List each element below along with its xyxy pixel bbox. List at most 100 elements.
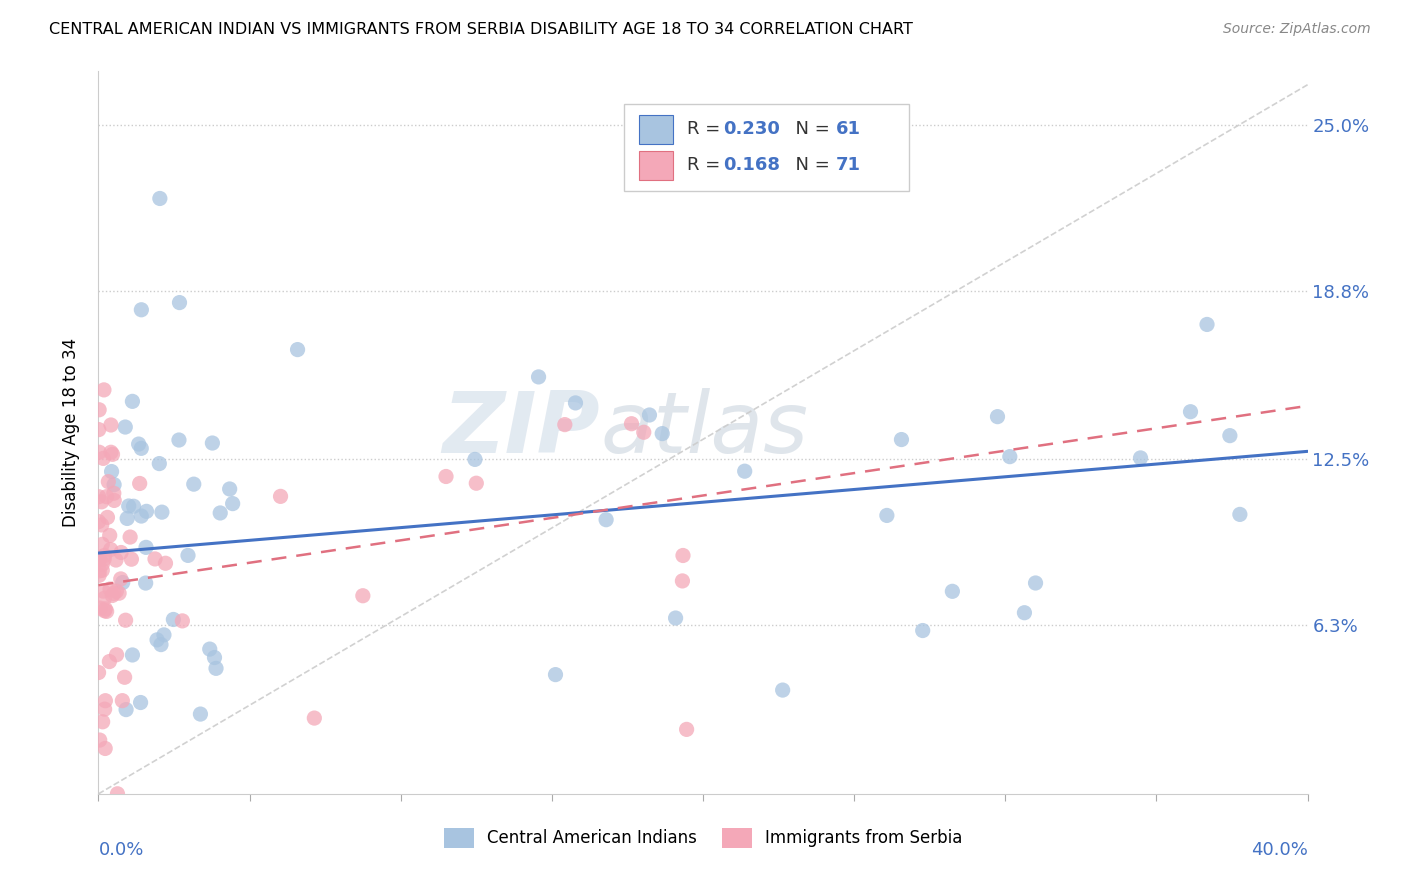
Point: [100, 465, 122, 479]
Point: [201, 436, 224, 450]
Point: [1195, 318, 1218, 332]
Point: [135, 576, 157, 591]
Point: [94, 602, 117, 616]
Text: 0.0%: 0.0%: [98, 841, 143, 859]
Point: [135, 541, 157, 555]
Point: [122, 500, 145, 514]
Point: [89, 551, 111, 566]
Point: [121, 394, 143, 409]
Point: [103, 477, 125, 491]
Point: [89, 402, 111, 417]
Point: [183, 477, 205, 491]
Point: [672, 549, 695, 563]
Point: [890, 433, 912, 447]
Point: [651, 426, 673, 441]
Point: [172, 614, 194, 628]
Point: [91, 557, 114, 571]
Point: [115, 511, 138, 525]
Point: [143, 552, 166, 566]
Point: [120, 552, 142, 566]
Text: 61: 61: [837, 120, 860, 138]
Point: [87, 515, 110, 529]
Point: [96, 510, 118, 524]
Text: 71: 71: [837, 156, 860, 174]
Point: [91, 537, 114, 551]
Point: [114, 613, 136, 627]
Text: N =: N =: [785, 156, 835, 174]
Point: [96, 490, 118, 504]
Point: [675, 723, 697, 737]
Point: [110, 572, 132, 586]
Point: [105, 584, 128, 599]
Point: [1180, 405, 1202, 419]
Point: [1219, 428, 1241, 442]
Point: [177, 549, 200, 563]
Text: R =: R =: [688, 120, 727, 138]
Text: N =: N =: [785, 120, 835, 138]
Point: [89, 445, 111, 459]
Point: [94, 694, 117, 708]
Bar: [624, 103, 908, 191]
Point: [434, 469, 457, 483]
Point: [620, 417, 643, 431]
Point: [101, 447, 124, 461]
Text: atlas: atlas: [600, 387, 808, 470]
Bar: [638, 115, 673, 144]
Text: 0.230: 0.230: [724, 120, 780, 138]
Text: CENTRAL AMERICAN INDIAN VS IMMIGRANTS FROM SERBIA DISABILITY AGE 18 TO 34 CORREL: CENTRAL AMERICAN INDIAN VS IMMIGRANTS FR…: [49, 22, 912, 37]
Point: [98, 528, 121, 542]
Text: 0.168: 0.168: [724, 156, 780, 174]
Point: [554, 417, 576, 432]
Point: [87, 665, 110, 680]
Point: [352, 589, 374, 603]
Point: [111, 693, 134, 707]
Point: [221, 497, 243, 511]
Point: [104, 553, 127, 567]
Point: [146, 632, 169, 647]
Point: [115, 703, 138, 717]
Point: [93, 702, 115, 716]
Point: [96, 604, 118, 618]
Point: [169, 295, 191, 310]
Point: [89, 601, 111, 615]
Point: [665, 611, 688, 625]
Point: [107, 787, 129, 801]
Point: [90, 495, 112, 509]
Point: [100, 417, 122, 432]
Point: [595, 513, 617, 527]
Legend: Central American Indians, Immigrants from Serbia: Central American Indians, Immigrants fro…: [437, 822, 969, 855]
Point: [153, 628, 176, 642]
Point: [638, 408, 661, 422]
Point: [190, 707, 212, 722]
Point: [204, 650, 226, 665]
Point: [103, 493, 125, 508]
Point: [120, 530, 142, 544]
Point: [150, 505, 173, 519]
Point: [114, 420, 136, 434]
Bar: [638, 151, 673, 180]
Point: [287, 343, 309, 357]
Point: [98, 582, 121, 596]
Point: [100, 542, 122, 557]
Text: Source: ZipAtlas.com: Source: ZipAtlas.com: [1223, 22, 1371, 37]
Point: [128, 476, 150, 491]
Point: [97, 475, 120, 489]
Point: [103, 486, 125, 500]
Point: [87, 423, 110, 437]
Point: [103, 586, 125, 600]
Point: [129, 442, 152, 456]
Point: [89, 564, 111, 578]
Point: [671, 574, 693, 588]
Point: [734, 464, 756, 478]
Point: [941, 584, 963, 599]
Point: [91, 451, 114, 466]
Point: [1129, 450, 1152, 465]
Point: [128, 437, 150, 451]
Point: [1014, 606, 1036, 620]
Point: [1229, 508, 1251, 522]
Point: [527, 370, 550, 384]
Point: [198, 642, 221, 657]
Point: [464, 452, 486, 467]
Point: [91, 563, 114, 577]
Point: [89, 553, 111, 567]
